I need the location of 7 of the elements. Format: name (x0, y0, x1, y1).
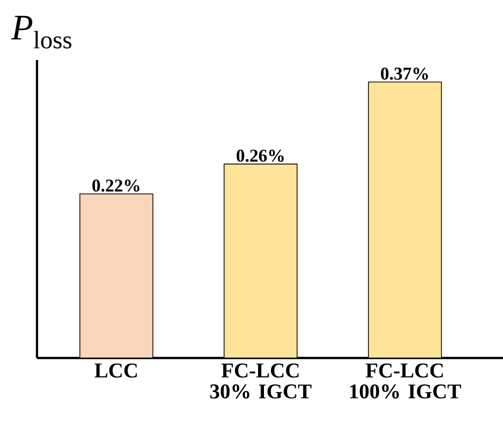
x-tick-label: FC-LCC 100% IGCT (350, 364, 461, 399)
data-label: 0.26% (236, 150, 284, 162)
x-tick-label: LCC (94, 364, 137, 378)
data-label: 0.37% (380, 68, 428, 80)
data-label: 0.22% (92, 180, 140, 192)
y-axis-title: P$_{loss}$ (11, 16, 72, 48)
x-tick-label: FC-LCC 30% IGCT (210, 364, 312, 399)
